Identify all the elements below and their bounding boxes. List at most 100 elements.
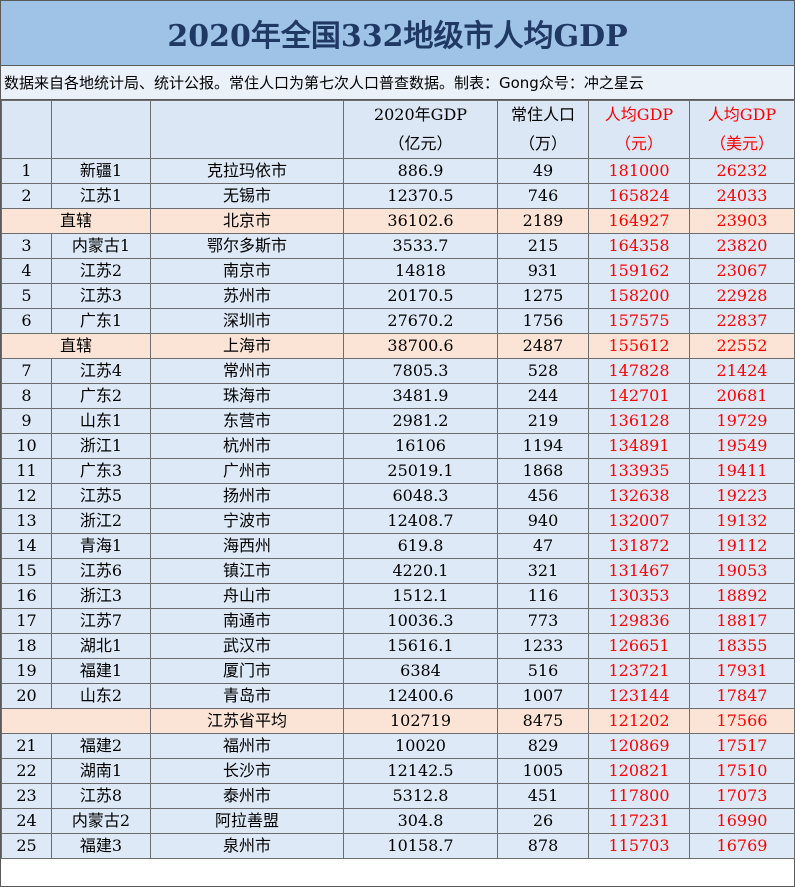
rank-cell: 2 <box>1 183 52 209</box>
per-capita-cny-cell: 157575 <box>588 308 690 334</box>
per-capita-usd-cell: 18892 <box>689 583 795 609</box>
population-cell: 49 <box>497 158 589 184</box>
per-capita-cny-cell: 123721 <box>588 658 690 684</box>
per-capita-cny-cell: 147828 <box>588 358 690 384</box>
population-cell: 940 <box>497 508 589 534</box>
rank-cell: 5 <box>1 283 52 309</box>
province-rank-cell: 广东1 <box>51 308 151 334</box>
province-rank-cell: 新疆1 <box>51 158 151 184</box>
city-cell: 南通市 <box>150 608 344 634</box>
gdp-cell: 1512.1 <box>343 583 498 609</box>
population-cell: 1233 <box>497 633 589 659</box>
per-capita-usd-cell: 18355 <box>689 633 795 659</box>
rank-cell: 25 <box>1 833 52 859</box>
table-row: 16 浙江3 舟山市 1512.1 116 130353 18892 <box>1 583 795 609</box>
table-row: 19 福建1 厦门市 6384 516 123721 17931 <box>1 658 795 684</box>
table-row: 14 青海1 海西州 619.8 47 131872 19112 <box>1 533 795 559</box>
gdp-cell: 304.8 <box>343 808 498 834</box>
gdp-cell: 7805.3 <box>343 358 498 384</box>
merged-label-cell <box>1 708 151 734</box>
table-title: 2020年全国332地级市人均GDP <box>1 1 794 66</box>
province-rank-cell: 湖南1 <box>51 758 151 784</box>
city-cell: 泉州市 <box>150 833 344 859</box>
merged-label-cell: 直辖 <box>1 333 151 359</box>
header-per-capita-usd-unit: （美元） <box>689 129 795 159</box>
population-cell: 219 <box>497 408 589 434</box>
table-row: 江苏省平均 102719 8475 121202 17566 <box>1 708 795 734</box>
city-cell: 常州市 <box>150 358 344 384</box>
per-capita-usd-cell: 22928 <box>689 283 795 309</box>
per-capita-cny-cell: 120869 <box>588 733 690 759</box>
population-cell: 773 <box>497 608 589 634</box>
header-city-cell <box>150 129 344 159</box>
table-header: 2020年GDP 常住人口 人均GDP 人均GDP （亿元） （万） （元） （… <box>1 100 795 159</box>
gdp-cell: 6384 <box>343 658 498 684</box>
per-capita-usd-cell: 19223 <box>689 483 795 509</box>
per-capita-cny-cell: 164927 <box>588 208 690 234</box>
header-per-capita-cny-unit: （元） <box>588 129 690 159</box>
gdp-cell: 10158.7 <box>343 833 498 859</box>
rank-cell: 18 <box>1 633 52 659</box>
population-cell: 116 <box>497 583 589 609</box>
table-row: 11 广东3 广州市 25019.1 1868 133935 19411 <box>1 458 795 484</box>
population-cell: 1005 <box>497 758 589 784</box>
header-gdp: 2020年GDP <box>343 100 498 130</box>
province-rank-cell: 广东2 <box>51 383 151 409</box>
rank-cell: 19 <box>1 658 52 684</box>
per-capita-cny-cell: 136128 <box>588 408 690 434</box>
city-cell: 宁波市 <box>150 508 344 534</box>
gdp-table: 2020年GDP 常住人口 人均GDP 人均GDP （亿元） （万） （元） （… <box>1 100 795 859</box>
table-row: 17 江苏7 南通市 10036.3 773 129836 18817 <box>1 608 795 634</box>
per-capita-cny-cell: 159162 <box>588 258 690 284</box>
per-capita-usd-cell: 26232 <box>689 158 795 184</box>
header-per-capita-cny: 人均GDP <box>588 100 690 130</box>
province-rank-cell: 福建1 <box>51 658 151 684</box>
city-cell: 鄂尔多斯市 <box>150 233 344 259</box>
population-cell: 746 <box>497 183 589 209</box>
per-capita-usd-cell: 23067 <box>689 258 795 284</box>
city-cell: 北京市 <box>150 208 344 234</box>
table-row: 4 江苏2 南京市 14818 931 159162 23067 <box>1 258 795 284</box>
city-cell: 苏州市 <box>150 283 344 309</box>
city-cell: 珠海市 <box>150 383 344 409</box>
city-cell: 泰州市 <box>150 783 344 809</box>
gdp-cell: 16106 <box>343 433 498 459</box>
header-population-unit: （万） <box>497 129 589 159</box>
city-cell: 无锡市 <box>150 183 344 209</box>
rank-cell: 16 <box>1 583 52 609</box>
gdp-cell: 36102.6 <box>343 208 498 234</box>
city-cell: 东营市 <box>150 408 344 434</box>
city-cell: 青岛市 <box>150 683 344 709</box>
table-row: 21 福建2 福州市 10020 829 120869 17517 <box>1 733 795 759</box>
rank-cell: 21 <box>1 733 52 759</box>
gdp-cell: 38700.6 <box>343 333 498 359</box>
gdp-cell: 10020 <box>343 733 498 759</box>
per-capita-usd-cell: 17510 <box>689 758 795 784</box>
city-cell: 阿拉善盟 <box>150 808 344 834</box>
province-rank-cell: 江苏1 <box>51 183 151 209</box>
rank-cell: 1 <box>1 158 52 184</box>
population-cell: 2487 <box>497 333 589 359</box>
per-capita-usd-cell: 16990 <box>689 808 795 834</box>
province-rank-cell: 江苏5 <box>51 483 151 509</box>
per-capita-usd-cell: 17566 <box>689 708 795 734</box>
rank-cell: 4 <box>1 258 52 284</box>
population-cell: 1868 <box>497 458 589 484</box>
table-row: 7 江苏4 常州市 7805.3 528 147828 21424 <box>1 358 795 384</box>
population-cell: 26 <box>497 808 589 834</box>
gdp-cell: 886.9 <box>343 158 498 184</box>
province-rank-cell: 浙江2 <box>51 508 151 534</box>
per-capita-cny-cell: 121202 <box>588 708 690 734</box>
rank-cell: 23 <box>1 783 52 809</box>
gdp-cell: 2981.2 <box>343 408 498 434</box>
province-rank-cell: 青海1 <box>51 533 151 559</box>
table-row: 3 内蒙古1 鄂尔多斯市 3533.7 215 164358 23820 <box>1 233 795 259</box>
header-city-cell <box>150 100 344 130</box>
population-cell: 2189 <box>497 208 589 234</box>
per-capita-usd-cell: 17073 <box>689 783 795 809</box>
per-capita-cny-cell: 133935 <box>588 458 690 484</box>
population-cell: 516 <box>497 658 589 684</box>
province-rank-cell: 内蒙古2 <box>51 808 151 834</box>
city-cell: 江苏省平均 <box>150 708 344 734</box>
header-per-capita-usd: 人均GDP <box>689 100 795 130</box>
